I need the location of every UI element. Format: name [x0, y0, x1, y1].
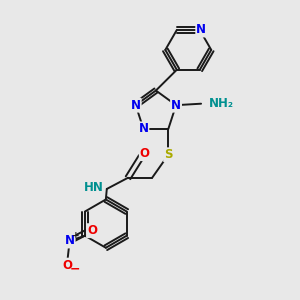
- Text: HN: HN: [83, 181, 103, 194]
- Text: N: N: [138, 122, 148, 135]
- Text: S: S: [164, 148, 172, 161]
- Text: N: N: [131, 99, 141, 112]
- Text: N: N: [171, 99, 181, 112]
- Text: O: O: [87, 224, 97, 237]
- Text: −: −: [70, 262, 80, 275]
- Text: N: N: [64, 235, 75, 248]
- Text: O: O: [62, 259, 72, 272]
- Text: N: N: [196, 23, 206, 37]
- Text: O: O: [140, 147, 150, 160]
- Text: NH₂: NH₂: [208, 97, 233, 110]
- Text: +: +: [72, 231, 79, 240]
